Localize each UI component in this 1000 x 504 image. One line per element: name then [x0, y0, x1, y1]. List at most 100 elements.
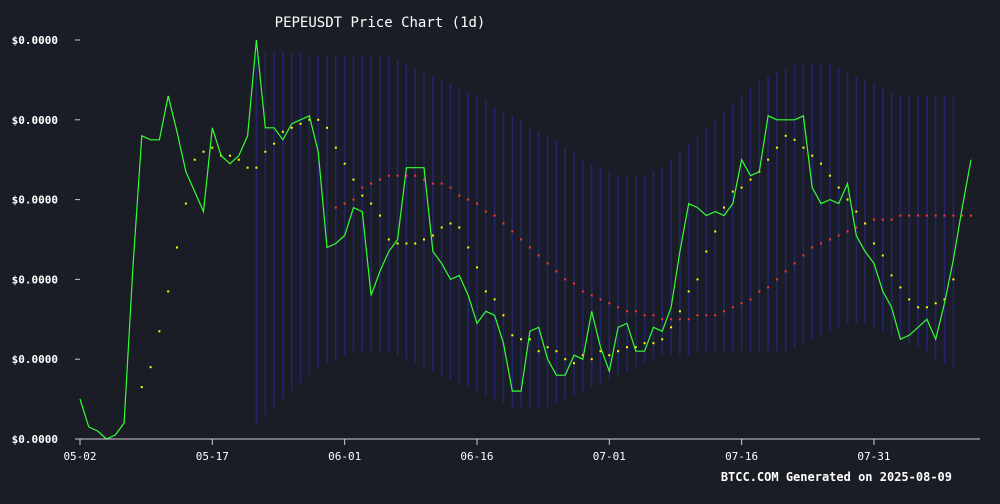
- ma-point: [652, 314, 655, 317]
- x-tick-label: 07-31: [857, 450, 890, 463]
- x-tick-label: 07-01: [593, 450, 626, 463]
- sar-point: [184, 202, 187, 205]
- ma-point: [334, 206, 337, 209]
- ma-point: [467, 198, 470, 201]
- sar-layer: [140, 118, 955, 389]
- sar-point: [555, 350, 558, 353]
- ma-point: [581, 290, 584, 293]
- ma-point: [881, 218, 884, 221]
- sar-point: [581, 354, 584, 357]
- ma-point: [502, 222, 505, 225]
- sar-point: [952, 278, 955, 281]
- ma-point: [414, 174, 417, 177]
- sar-point: [158, 330, 161, 333]
- sar-point: [881, 254, 884, 257]
- ma-point: [749, 298, 752, 301]
- x-tick-label: 06-01: [328, 450, 361, 463]
- x-tick-label: 05-02: [63, 450, 96, 463]
- price-layer: [79, 39, 972, 440]
- ma-point: [811, 246, 814, 249]
- sar-point: [599, 350, 602, 353]
- ma-point: [846, 230, 849, 233]
- sar-point: [925, 306, 928, 309]
- ma-point: [458, 194, 461, 197]
- ma-point: [537, 254, 540, 257]
- ma-point: [723, 310, 725, 313]
- sar-point: [511, 334, 514, 337]
- ma-point: [873, 218, 875, 221]
- ma-point: [564, 278, 567, 281]
- ma-point: [431, 182, 434, 185]
- ma-point: [484, 210, 487, 213]
- sar-point: [855, 210, 858, 213]
- sar-point: [202, 150, 205, 153]
- sar-point: [670, 326, 673, 329]
- band-layer: [255, 52, 955, 423]
- sar-point: [864, 222, 867, 225]
- sar-point: [334, 146, 337, 149]
- ma-point: [961, 214, 964, 217]
- ma-point: [678, 318, 681, 321]
- sar-point: [493, 298, 496, 301]
- sar-point: [573, 362, 575, 365]
- sar-point: [484, 290, 487, 293]
- ma-point: [546, 262, 549, 265]
- sar-point: [405, 242, 408, 245]
- ma-point: [511, 230, 514, 233]
- ma-point: [943, 214, 946, 217]
- sar-point: [458, 226, 461, 229]
- ma-point: [828, 238, 831, 241]
- sar-point: [934, 302, 937, 305]
- ma-point: [899, 214, 902, 217]
- sar-point: [917, 306, 920, 309]
- sar-point: [626, 346, 628, 349]
- sar-point: [520, 338, 523, 341]
- sar-point: [793, 138, 796, 141]
- ma-point: [608, 302, 611, 305]
- ma-point: [970, 214, 972, 217]
- sar-point: [740, 186, 743, 189]
- x-ticks: 05-02 05-17 06-01 06-16 07-01 07-16 07-31: [63, 439, 891, 463]
- sar-point: [140, 386, 143, 389]
- ma-point: [370, 182, 373, 185]
- y-ticks: $0.0000 $0.0000 $0.0000 $0.0000 $0.0000 $0.00…: [12, 34, 80, 446]
- sar-point: [608, 354, 611, 357]
- y-tick-label: $0.0000: [12, 114, 58, 127]
- sar-point: [396, 242, 399, 245]
- sar-point: [590, 358, 593, 361]
- sar-point: [387, 238, 390, 241]
- ma-point: [405, 174, 408, 177]
- sar-point: [528, 338, 531, 341]
- sar-point: [705, 250, 708, 253]
- ma-point: [387, 174, 390, 177]
- ma-point: [925, 214, 928, 217]
- sar-point: [634, 346, 637, 349]
- sar-point: [440, 226, 443, 229]
- ma-point: [740, 302, 743, 305]
- sar-point: [237, 158, 240, 161]
- sar-point: [661, 338, 664, 341]
- sar-point: [846, 198, 849, 201]
- ma-point: [423, 178, 425, 181]
- ma-point: [617, 306, 620, 309]
- sar-point: [352, 178, 355, 181]
- ma-point: [476, 202, 478, 205]
- footer-credit: BTCC.COM Generated on 2025-08-09: [721, 470, 952, 484]
- y-tick-label: $0.0000: [12, 273, 58, 286]
- ma-point: [493, 214, 496, 217]
- ma-point: [378, 178, 381, 181]
- ma-point: [687, 318, 690, 321]
- ma-point: [528, 246, 531, 249]
- ma-point: [643, 314, 646, 317]
- price-line: [79, 39, 972, 440]
- sar-point: [193, 158, 196, 161]
- sar-point: [828, 174, 831, 177]
- ma-point: [705, 314, 708, 317]
- ma-point: [352, 198, 355, 201]
- ma-point: [731, 306, 734, 309]
- sar-point: [370, 202, 373, 205]
- sar-point: [361, 194, 364, 197]
- y-tick-label: $0.0000: [12, 433, 58, 446]
- sar-point: [308, 118, 311, 121]
